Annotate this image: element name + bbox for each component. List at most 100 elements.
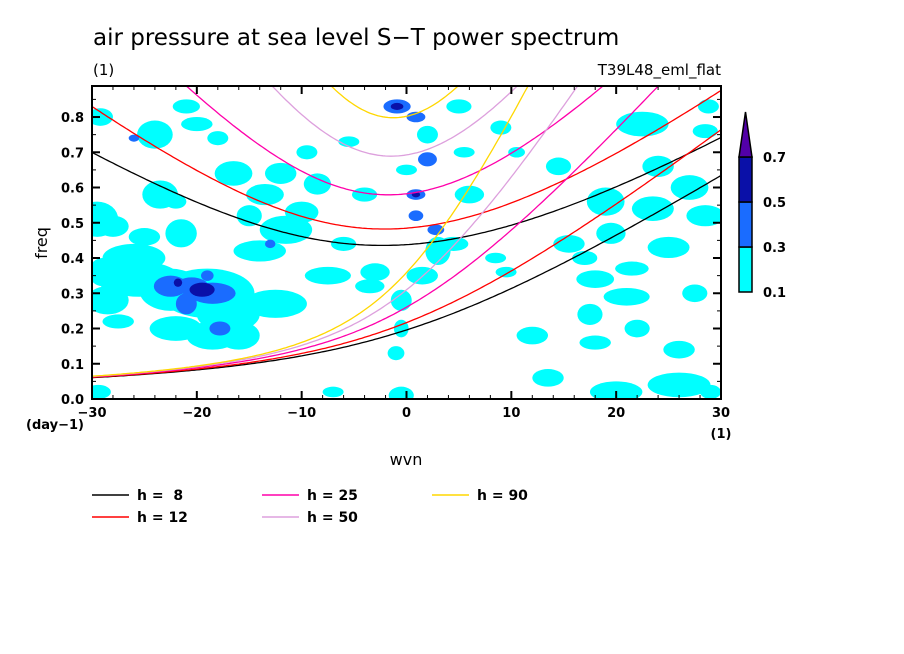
dispersion-curve-h25-n0 [92, 86, 660, 378]
colorbar-segment [738, 201, 753, 248]
y-tick-label: 0.8 [61, 111, 84, 126]
contour-blob-level-0 [165, 194, 187, 209]
colorbar-label: 0.7 [763, 151, 786, 166]
contour-blob-level-0 [647, 236, 690, 259]
contour-blob-level-0 [233, 240, 286, 262]
x-tick-label: 10 [502, 406, 520, 421]
y-tick-label: 0.2 [61, 323, 84, 338]
y-tick-label: 0.4 [61, 252, 84, 267]
contour-blob-level-1 [408, 210, 424, 221]
contour-blob-level-0 [322, 386, 344, 398]
contour-fill-layer [92, 99, 721, 399]
contour-blob-level-0 [246, 183, 284, 206]
y-tick-label: 0.5 [61, 217, 84, 232]
contour-blob-level-0 [663, 340, 695, 359]
x-axis-units: (1) [711, 427, 732, 442]
dispersion-curve-h12-n0 [92, 129, 721, 378]
contour-blob-level-0 [303, 173, 332, 195]
contour-blob-level-0 [545, 157, 572, 176]
chart-title: air pressure at sea level S−T power spec… [93, 25, 619, 51]
contour-blob-level-0 [244, 289, 307, 318]
contour-blob-level-1 [201, 270, 214, 281]
contour-blob-level-0 [351, 187, 378, 202]
contour-blob-level-0 [388, 386, 414, 399]
colorbar-segment [738, 156, 753, 203]
contour-blob-level-0 [214, 161, 253, 186]
contour-blob-level-0 [304, 266, 351, 285]
y-tick-label: 0.1 [61, 358, 84, 373]
contour-blob-level-1 [209, 321, 231, 336]
dispersion-curve-h50-n0 [92, 86, 579, 378]
contour-blob-level-0 [259, 215, 313, 244]
contour-blob-level-0 [682, 284, 708, 303]
dispersion-curve-h90-n2 [330, 86, 459, 119]
y-tick-label: 0.3 [61, 287, 84, 302]
contour-blob-level-0 [102, 314, 134, 329]
contour-blob-level-0 [697, 99, 719, 114]
x-tick-label: −30 [78, 406, 107, 421]
contour-blob-level-0 [670, 175, 709, 200]
contour-blob-level-0 [181, 117, 213, 132]
dispersion-curve-h12-n2 [92, 89, 721, 230]
dispersion-curves-layer [92, 86, 721, 379]
contour-blob-level-0 [490, 120, 512, 135]
contour-blob-level-1 [418, 152, 437, 167]
contour-blob-level-0 [572, 250, 598, 266]
contour-blob-level-0 [284, 201, 319, 223]
contour-blob-level-0 [207, 131, 229, 146]
contour-blob-level-0 [453, 146, 475, 158]
contour-blob-level-1 [128, 134, 140, 142]
contour-blob-level-0 [692, 124, 718, 139]
colorbar: 0.1 0.3 0.5 0.7 [738, 111, 786, 301]
legend: h = 8 h = 12 h = 25 h = 50 h = 90 [92, 488, 528, 526]
colorbar-extend-triangle [738, 111, 753, 158]
x-tick-label: 20 [607, 406, 625, 421]
contour-blob-level-0 [616, 111, 669, 137]
contour-blob-level-1 [175, 293, 197, 315]
y-axis-units: (day−1) [26, 418, 84, 433]
y-tick-label: 0.6 [61, 182, 84, 197]
contour-blob-level-0 [624, 319, 650, 338]
dispersion-curve-h90-n0 [92, 86, 529, 377]
contour-blob-level-1 [264, 239, 276, 249]
contour-blob-level-0 [485, 252, 507, 264]
contour-blob-level-0 [92, 384, 111, 399]
legend-label: h = 50 [307, 510, 358, 526]
contour-blob-level-0 [516, 326, 549, 345]
colorbar-label: 0.1 [763, 286, 786, 301]
experiment-label: T39L48_eml_flat [597, 61, 721, 80]
axis-ticks [91, 86, 722, 400]
y-axis-label: freq [32, 227, 51, 259]
contour-blob-level-0 [508, 146, 525, 158]
x-tick-label: −10 [287, 406, 316, 421]
colorbar-label: 0.3 [763, 241, 786, 256]
contour-blob-level-0 [264, 162, 297, 184]
contour-blob-level-0 [579, 335, 611, 350]
contour-blob-level-0 [576, 270, 615, 288]
contour-blob-level-0 [416, 125, 438, 144]
contour-blob-level-2 [189, 282, 215, 297]
y-tick-label: 0.7 [61, 146, 84, 161]
contour-blob-level-0 [137, 120, 173, 149]
contour-blob-level-0 [236, 205, 262, 227]
legend-label: h = 8 [137, 488, 183, 504]
x-axis-label: wvn [390, 450, 423, 469]
y-tick-label: 0.0 [61, 393, 84, 408]
contour-blob-level-0 [686, 205, 721, 227]
colorbar-label: 0.5 [763, 196, 786, 211]
contour-blob-level-0 [396, 164, 417, 176]
dispersion-curve-h25-n2 [185, 86, 604, 196]
contour-blob-level-2 [390, 102, 404, 110]
contour-blob-level-0 [615, 261, 649, 276]
dispersion-curve-h8-n0 [92, 174, 721, 379]
x-tick-label: −20 [182, 406, 211, 421]
contour-blob-level-0 [589, 381, 643, 399]
legend-label: h = 12 [137, 510, 188, 526]
contour-blob-level-0 [495, 266, 517, 278]
contour-blob-level-0 [360, 263, 390, 281]
legend-label: h = 90 [477, 488, 528, 504]
contour-blob-level-0 [165, 219, 197, 248]
contour-blob-level-0 [355, 279, 385, 294]
contour-blob-level-0 [296, 145, 318, 160]
